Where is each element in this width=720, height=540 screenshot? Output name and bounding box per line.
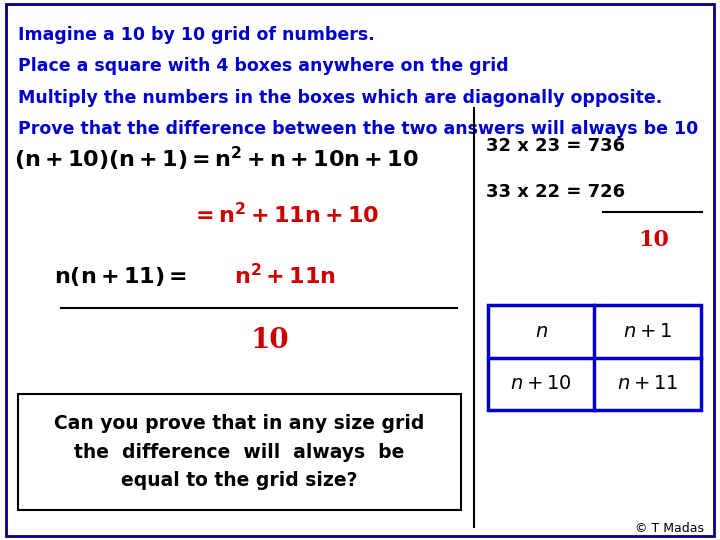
- Bar: [488, 305, 701, 410]
- Text: Place a square with 4 boxes anywhere on the grid: Place a square with 4 boxes anywhere on …: [18, 57, 508, 75]
- Text: 10: 10: [639, 230, 669, 251]
- Text: Multiply the numbers in the boxes which are diagonally opposite.: Multiply the numbers in the boxes which …: [18, 89, 662, 106]
- Text: 10: 10: [251, 327, 289, 354]
- Text: 33 x 22 = 726: 33 x 22 = 726: [486, 183, 625, 201]
- Text: $\mathit{n}+10$: $\mathit{n}+10$: [510, 375, 572, 393]
- Text: Imagine a 10 by 10 grid of numbers.: Imagine a 10 by 10 grid of numbers.: [18, 26, 374, 44]
- Text: $\mathbf{n^2 + 11n}$: $\mathbf{n^2 + 11n}$: [234, 264, 336, 289]
- Text: $\mathit{n}$: $\mathit{n}$: [535, 323, 548, 341]
- Text: Can you prove that in any size grid
the  difference  will  always  be
equal to t: Can you prove that in any size grid the …: [54, 414, 425, 490]
- Text: © T Madas: © T Madas: [635, 522, 704, 535]
- Text: $\mathbf{(n+10)(n+1) = n^2 + n + 10n + 10}$: $\mathbf{(n+10)(n+1) = n^2 + n + 10n + 1…: [14, 145, 419, 173]
- Text: $\mathbf{n(n+11) = }$: $\mathbf{n(n+11) = }$: [54, 265, 187, 288]
- Text: $\mathbf{= n^2 + 11n + 10}$: $\mathbf{= n^2 + 11n + 10}$: [191, 204, 379, 228]
- Text: 32 x 23 = 736: 32 x 23 = 736: [486, 137, 625, 155]
- Text: $\mathit{n}+11$: $\mathit{n}+11$: [617, 375, 678, 393]
- Text: $\mathit{n}+1$: $\mathit{n}+1$: [623, 323, 672, 341]
- Bar: [18, 394, 461, 510]
- Text: Prove that the difference between the two answers will always be 10: Prove that the difference between the tw…: [18, 120, 698, 138]
